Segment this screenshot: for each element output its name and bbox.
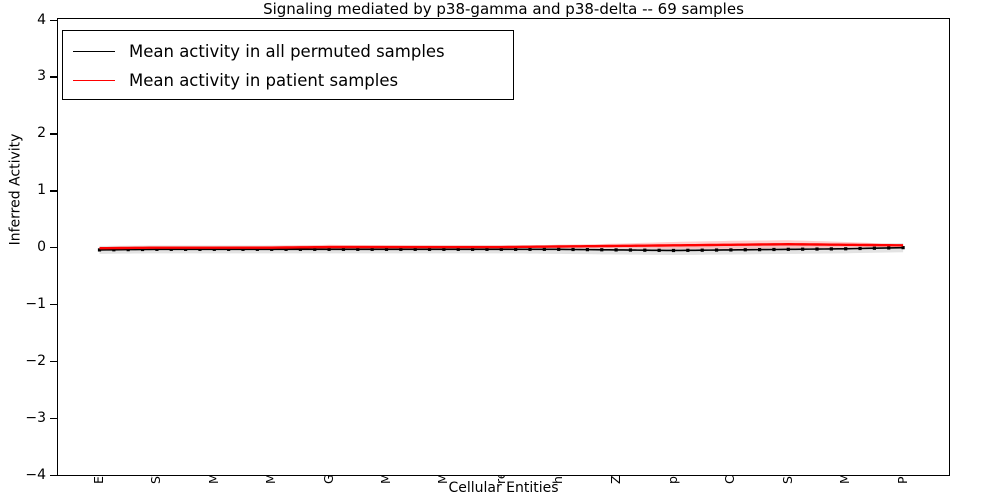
series-marker <box>815 247 819 251</box>
series-marker <box>169 247 173 251</box>
y-tick-label: −3 <box>25 409 46 426</box>
y-tick-label: −1 <box>25 295 46 312</box>
y-tick-mark <box>50 417 57 420</box>
series-marker <box>471 247 475 251</box>
series-marker <box>585 248 589 252</box>
series-marker <box>657 248 661 252</box>
series-line-patient <box>99 243 904 250</box>
y-tick-label: 0 <box>37 239 46 255</box>
series-marker <box>126 248 130 252</box>
plot-inner <box>58 19 949 475</box>
series-marker <box>671 248 676 253</box>
series-marker <box>384 247 389 251</box>
y-tick-label: −2 <box>25 352 46 369</box>
series-marker <box>227 247 231 251</box>
series-marker <box>729 248 733 252</box>
series-marker <box>786 247 790 251</box>
series-marker <box>743 248 747 252</box>
series-marker <box>772 247 776 252</box>
series-marker <box>370 247 374 251</box>
y-tick-mark <box>50 19 57 21</box>
series-marker <box>485 247 489 251</box>
series-marker <box>686 248 690 252</box>
series-marker <box>456 247 460 251</box>
series-marker <box>901 246 905 250</box>
series-marker <box>514 247 518 251</box>
y-tick-label: −4 <box>25 466 46 483</box>
series-marker <box>313 247 317 251</box>
series-marker <box>643 248 647 252</box>
series-marker <box>413 247 417 251</box>
series-marker <box>298 247 302 251</box>
series-marker <box>241 247 245 251</box>
series-marker <box>542 247 546 251</box>
series-marker <box>614 248 618 252</box>
series-marker <box>887 246 891 250</box>
series-marker <box>327 247 331 251</box>
legend-box: Mean activity in all permuted samples Me… <box>62 30 514 100</box>
series-marker <box>557 247 561 251</box>
legend-item-permuted: Mean activity in all permuted samples <box>73 37 503 66</box>
series-marker <box>427 247 432 251</box>
chart-title: Signaling mediated by p38-gamma and p38-… <box>263 0 744 18</box>
series-marker <box>155 247 159 251</box>
series-canvas <box>97 240 905 256</box>
series-marker <box>829 247 833 251</box>
legend-label-patient: Mean activity in patient samples <box>129 70 399 90</box>
series-marker <box>872 246 876 250</box>
y-tick-label: 1 <box>37 182 46 199</box>
series-marker <box>356 247 360 251</box>
series-marker <box>571 247 575 252</box>
series-marker <box>442 247 446 251</box>
y-tick-label: 2 <box>37 125 46 142</box>
y-tick-mark <box>50 76 57 78</box>
series-marker <box>341 247 346 251</box>
y-tick-mark <box>50 190 57 192</box>
series-marker <box>112 248 116 252</box>
legend-item-patient: Mean activity in patient samples <box>73 66 503 95</box>
series-marker <box>844 247 848 251</box>
series-marker <box>499 247 503 251</box>
y-tick-mark <box>50 474 57 476</box>
series-marker <box>212 247 216 251</box>
series-marker <box>758 248 762 252</box>
legend-line-swatch-black <box>73 51 115 52</box>
y-tick-mark <box>50 360 57 363</box>
series-marker <box>858 246 862 251</box>
y-tick-label: 3 <box>37 68 46 85</box>
series-marker <box>255 247 259 251</box>
series-marker <box>801 247 805 251</box>
series-marker <box>140 247 145 252</box>
series-marker <box>628 248 633 252</box>
y-tick-mark <box>50 247 57 249</box>
series-marker <box>714 248 719 252</box>
series-marker <box>270 247 274 251</box>
series-marker <box>97 248 102 252</box>
series-marker <box>528 247 532 251</box>
series-marker <box>399 247 403 251</box>
series-marker <box>184 247 188 251</box>
series-marker <box>284 247 288 251</box>
y-tick-label: 4 <box>37 11 46 28</box>
series-marker <box>198 247 202 251</box>
legend-line-swatch-red <box>73 80 115 81</box>
x-axis-label: Cellular Entities <box>448 480 559 496</box>
series-marker <box>600 248 604 252</box>
series-marker <box>700 248 704 252</box>
y-tick-mark <box>50 133 57 135</box>
legend-label-permuted: Mean activity in all permuted samples <box>129 41 445 61</box>
y-tick-mark <box>50 303 57 306</box>
